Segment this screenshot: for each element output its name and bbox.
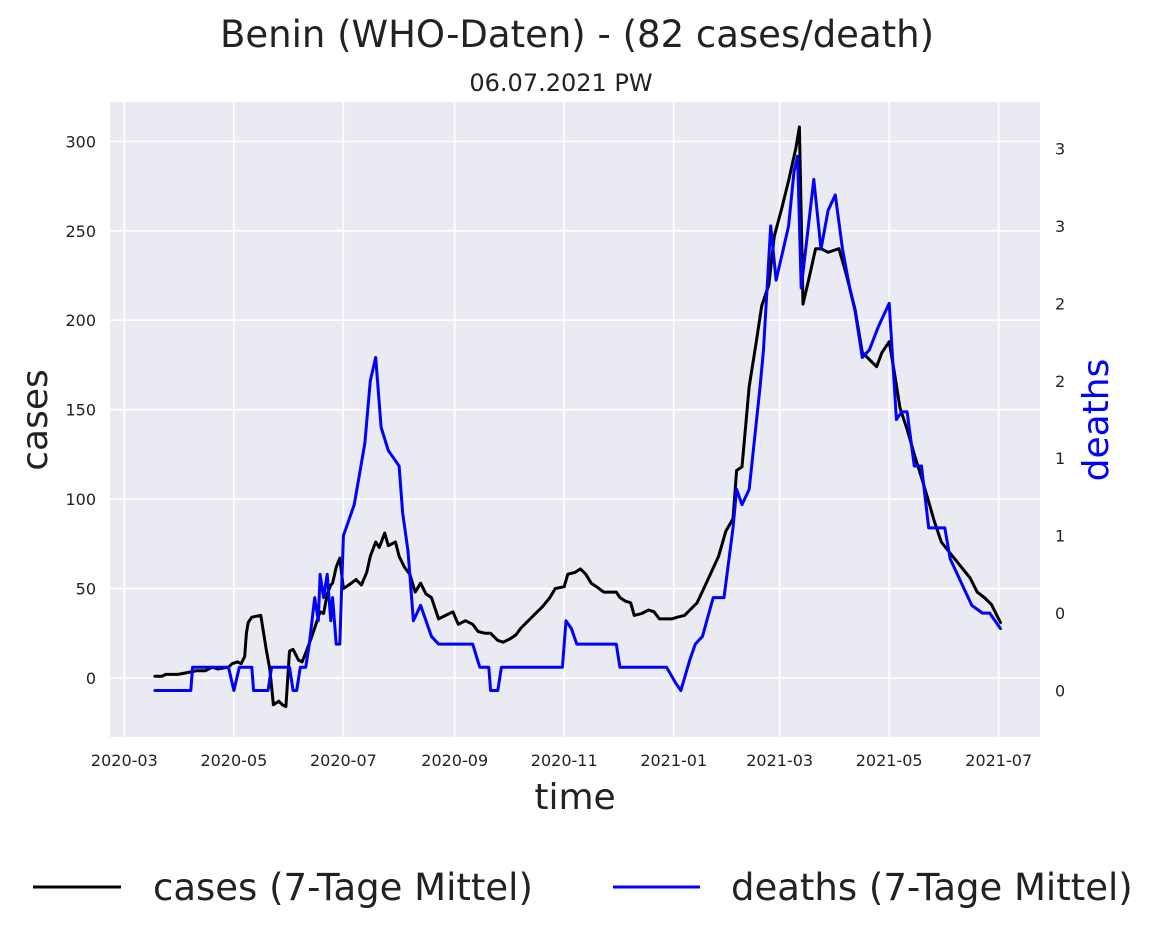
y2-axis-label: deaths (1076, 359, 1117, 482)
y2-tick-label: 0 (1055, 604, 1065, 623)
y-tick-labels: 0 50 100 150 200 250 300 (65, 132, 96, 688)
x-tick-label: 2020-09 (421, 751, 488, 770)
x-tick-label: 2021-01 (640, 751, 707, 770)
legend-label-deaths: deaths (7-Tage Mittel) (731, 866, 1133, 909)
x-tick-label: 2020-07 (310, 751, 377, 770)
y2-tick-label: 3 (1055, 217, 1065, 236)
y2-tick-label: 1 (1055, 527, 1065, 546)
y-tick-label: 150 (65, 401, 96, 420)
y2-tick-label: 2 (1055, 294, 1065, 313)
y2-tick-label: 0 (1055, 682, 1065, 701)
y2-tick-label: 3 (1055, 139, 1065, 158)
x-axis-label: time (534, 777, 615, 818)
chart-title: Benin (WHO-Daten) - (82 cases/death) (220, 13, 934, 56)
legend: cases (7-Tage Mittel) deaths (7-Tage Mit… (33, 866, 1133, 909)
y2-tick-label: 2 (1055, 372, 1065, 391)
x-tick-label: 2020-03 (91, 751, 158, 770)
y-axis-label: cases (15, 369, 56, 471)
x-tick-label: 2021-05 (856, 751, 923, 770)
y-tick-label: 250 (65, 222, 96, 241)
legend-label-cases: cases (7-Tage Mittel) (153, 866, 533, 909)
y-tick-label: 0 (86, 669, 96, 688)
x-tick-label: 2021-07 (965, 751, 1032, 770)
y2-tick-labels: 0 0 1 1 2 2 3 3 (1055, 139, 1065, 700)
series-line-cases (153, 125, 1002, 709)
x-tick-label: 2021-03 (746, 751, 813, 770)
y-tick-label: 100 (65, 490, 96, 509)
plot-area (110, 102, 1040, 737)
x-tick-label: 2020-05 (200, 751, 267, 770)
grid-horizontal (110, 140, 1040, 679)
x-tick-label: 2020-11 (531, 751, 598, 770)
y-tick-label: 200 (65, 311, 96, 330)
y-tick-label: 300 (65, 132, 96, 151)
x-tick-labels: 2020-03 2020-05 2020-07 2020-09 2020-11 2021-… (91, 751, 1032, 770)
series-line-deaths (153, 154, 1002, 692)
y2-tick-label: 1 (1055, 449, 1065, 468)
series-layer (153, 125, 1002, 709)
chart-subtitle: 06.07.2021 PW (469, 69, 652, 97)
y-tick-label: 50 (76, 580, 96, 599)
grid-vertical (123, 102, 1000, 737)
